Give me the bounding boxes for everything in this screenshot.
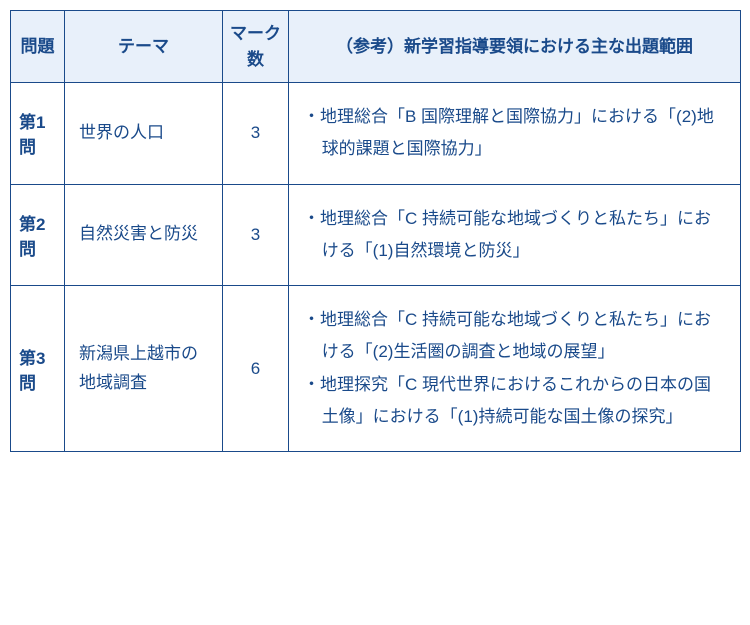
cell-marks: 3 (223, 184, 289, 286)
cell-marks: 6 (223, 286, 289, 452)
cell-question: 第3問 (11, 286, 65, 452)
scope-item: ・地理総合「C 持続可能な地域づくりと私たち」における「(2)生活圏の調査と地域… (303, 304, 726, 369)
cell-scope: ・地理総合「C 持続可能な地域づくりと私たち」における「(1)自然環境と防災」 (289, 184, 741, 286)
table-row: 第2問自然災害と防災3・地理総合「C 持続可能な地域づくりと私たち」における「(… (11, 184, 741, 286)
curriculum-table: 問題 テーマ マーク数 （参考）新学習指導要領における主な出題範囲 第1問世界の… (10, 10, 741, 452)
cell-theme: 自然災害と防災 (65, 184, 223, 286)
scope-item: ・地理総合「C 持続可能な地域づくりと私たち」における「(1)自然環境と防災」 (303, 203, 726, 268)
header-row: 問題 テーマ マーク数 （参考）新学習指導要領における主な出題範囲 (11, 11, 741, 83)
table-row: 第3問新潟県上越市の地域調査6・地理総合「C 持続可能な地域づくりと私たち」にお… (11, 286, 741, 452)
cell-theme: 新潟県上越市の地域調査 (65, 286, 223, 452)
cell-scope: ・地理総合「C 持続可能な地域づくりと私たち」における「(2)生活圏の調査と地域… (289, 286, 741, 452)
table-row: 第1問世界の人口3・地理総合「B 国際理解と国際協力」における「(2)地球的課題… (11, 83, 741, 185)
header-scope: （参考）新学習指導要領における主な出題範囲 (289, 11, 741, 83)
scope-item: ・地理探究「C 現代世界におけるこれからの日本の国土像」における「(1)持続可能… (303, 369, 726, 434)
header-theme: テーマ (65, 11, 223, 83)
cell-question: 第1問 (11, 83, 65, 185)
table-body: 第1問世界の人口3・地理総合「B 国際理解と国際協力」における「(2)地球的課題… (11, 83, 741, 452)
cell-question: 第2問 (11, 184, 65, 286)
header-marks: マーク数 (223, 11, 289, 83)
header-q: 問題 (11, 11, 65, 83)
scope-item: ・地理総合「B 国際理解と国際協力」における「(2)地球的課題と国際協力」 (303, 101, 726, 166)
cell-scope: ・地理総合「B 国際理解と国際協力」における「(2)地球的課題と国際協力」 (289, 83, 741, 185)
cell-theme: 世界の人口 (65, 83, 223, 185)
cell-marks: 3 (223, 83, 289, 185)
